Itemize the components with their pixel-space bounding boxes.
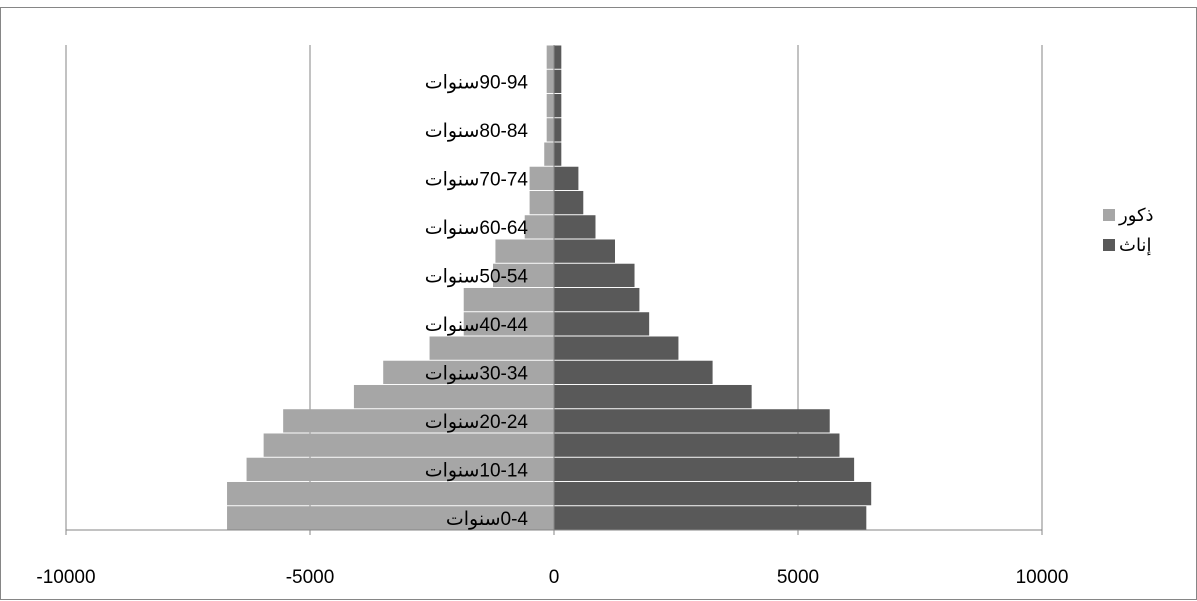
category-label: 70-74سنوات (425, 169, 529, 190)
bar-female (554, 384, 752, 409)
bar-female (554, 433, 840, 457)
category-label: 60-64سنوات (425, 218, 529, 239)
bar-female (554, 118, 562, 142)
bar-female (554, 215, 596, 239)
category-label: 50-54سنوات (425, 266, 529, 287)
bar-female (554, 409, 830, 433)
bar-female (554, 312, 650, 336)
bar-male (383, 360, 554, 385)
bar-female (554, 263, 635, 288)
bar-male (546, 118, 554, 142)
bar-female (554, 336, 679, 360)
category-label: 30-34سنوات (425, 363, 529, 384)
bar-female (554, 45, 562, 69)
bar-male (544, 142, 554, 166)
bar-female (554, 239, 615, 263)
bar-female (554, 93, 562, 118)
bar-male (246, 457, 554, 482)
bar-male (227, 506, 555, 530)
bars (227, 45, 872, 530)
axes (65, 45, 1043, 535)
bar-male (263, 433, 554, 457)
bar-female (554, 457, 855, 482)
legend-item-female: إناث (1103, 230, 1191, 260)
bar-male (463, 287, 554, 312)
bar-male (546, 69, 554, 94)
bar-male (493, 263, 554, 288)
bar-male (546, 93, 554, 118)
bar-male (524, 215, 554, 239)
bar-female (554, 142, 562, 166)
bar-female (554, 287, 640, 312)
x-tick-label: -5000 (286, 567, 335, 588)
x-tick-labels: -10000 -5000 0 5000 10000 (36, 567, 1068, 588)
category-label: 40-44سنوات (425, 315, 529, 336)
legend-label-female: إناث (1119, 234, 1152, 255)
bar-male (227, 481, 555, 506)
bar-male (353, 384, 554, 409)
category-label: 20-24سنوات (425, 412, 529, 433)
bar-male (495, 239, 554, 263)
bar-female (554, 481, 872, 506)
legend: ذكور إناث (1103, 200, 1191, 260)
bar-male (283, 409, 554, 433)
bar-male (529, 166, 554, 191)
category-label: 80-84سنوات (425, 121, 529, 142)
bar-male (429, 336, 554, 360)
legend-swatch-female (1103, 239, 1115, 251)
x-tick-label: 5000 (777, 567, 819, 588)
bar-male (546, 45, 554, 69)
bar-male (529, 190, 554, 215)
x-tick-label: 0 (549, 567, 560, 588)
bar-female (554, 190, 584, 215)
category-labels: 0-4سنوات 10-14سنوات 20-24سنوات 30-34سنوات 40… (425, 72, 529, 530)
x-tick-label: -10000 (36, 567, 95, 588)
category-label: 10-14سنوات (425, 460, 529, 481)
category-label: 0-4سنوات (446, 509, 529, 530)
legend-item-male: ذكور (1103, 200, 1191, 230)
bar-male (463, 312, 554, 336)
bar-female (554, 506, 867, 530)
bar-female (554, 166, 579, 191)
legend-label-male: ذكور (1119, 204, 1154, 225)
legend-swatch-male (1103, 209, 1115, 221)
category-label: 90-94سنوات (425, 72, 529, 93)
x-tick-label: 10000 (1016, 567, 1069, 588)
bar-female (554, 69, 562, 94)
bar-female (554, 360, 713, 385)
